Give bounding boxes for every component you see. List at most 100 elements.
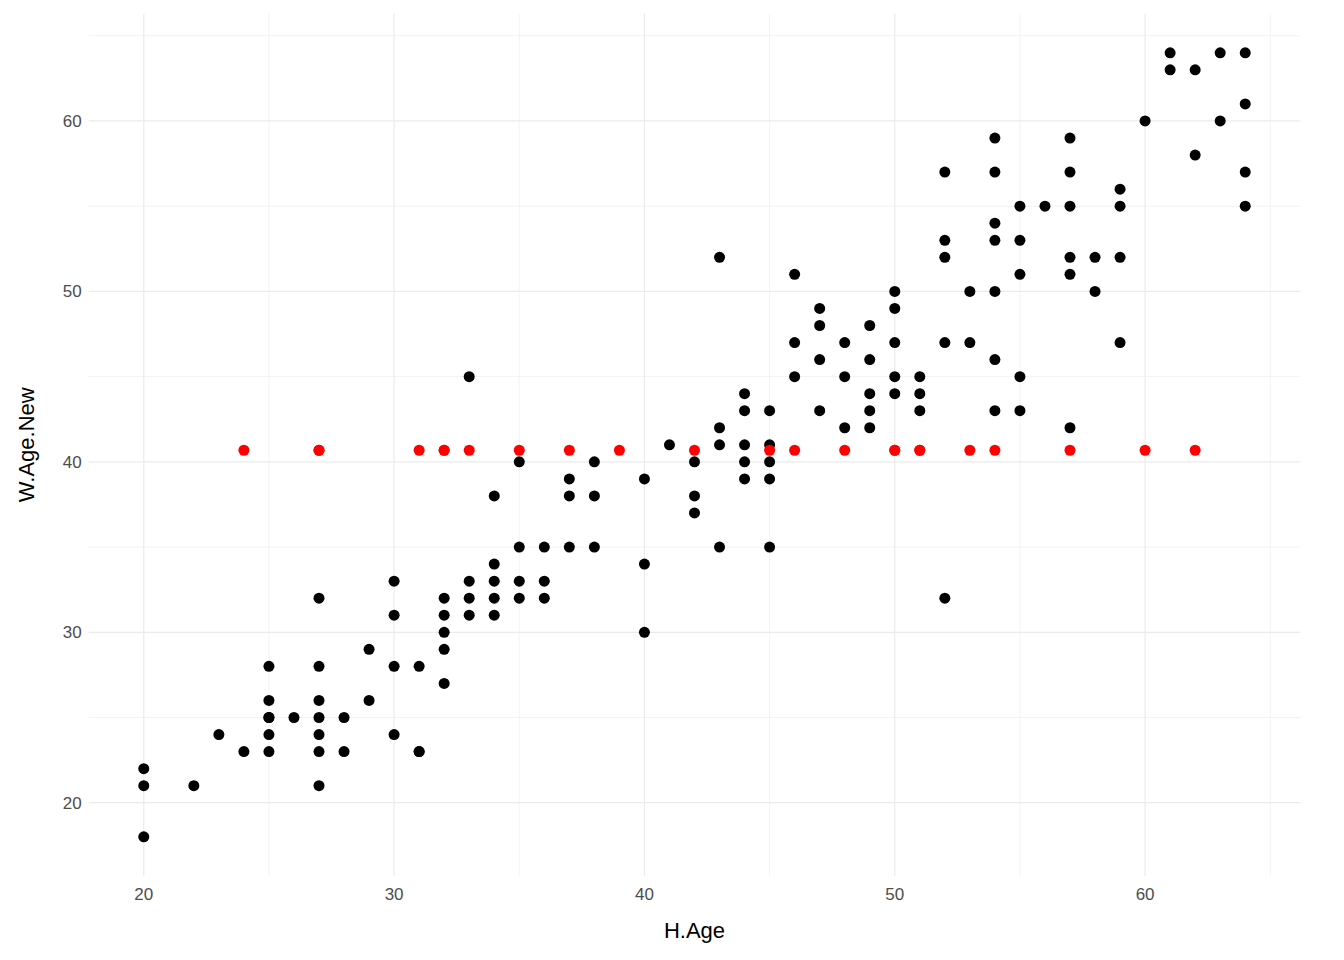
series	[238, 445, 1200, 456]
x-tick-label: 20	[134, 885, 153, 904]
point	[514, 445, 525, 456]
point	[764, 473, 775, 484]
point	[514, 456, 525, 467]
point	[489, 593, 500, 604]
point	[263, 712, 274, 723]
point	[364, 644, 375, 655]
point	[314, 746, 325, 757]
minor-grid	[89, 35, 1301, 36]
point	[889, 445, 900, 456]
point	[839, 337, 850, 348]
point	[764, 542, 775, 553]
point	[764, 445, 775, 456]
point	[339, 712, 350, 723]
point	[964, 337, 975, 348]
point	[939, 593, 950, 604]
grid-line	[89, 632, 1301, 633]
point	[1115, 184, 1126, 195]
point	[1140, 115, 1151, 126]
grid-line	[89, 802, 1301, 803]
point	[564, 542, 575, 553]
point	[439, 445, 450, 456]
point	[914, 388, 925, 399]
chart: 20304050602030405060H.AgeW.Age.New	[0, 0, 1344, 960]
point	[1240, 47, 1251, 58]
point	[414, 746, 425, 757]
point	[439, 678, 450, 689]
point	[889, 445, 900, 456]
point	[138, 831, 149, 842]
point	[914, 371, 925, 382]
point	[1064, 445, 1075, 456]
point	[314, 593, 325, 604]
y-tick-label: 20	[63, 794, 82, 813]
point	[789, 445, 800, 456]
point	[989, 167, 1000, 178]
point	[1115, 252, 1126, 263]
point	[314, 729, 325, 740]
point	[414, 746, 425, 757]
point	[1240, 167, 1251, 178]
point	[814, 303, 825, 314]
point	[314, 661, 325, 672]
point	[639, 559, 650, 570]
point	[439, 445, 450, 456]
point	[689, 490, 700, 501]
point	[439, 644, 450, 655]
point	[989, 405, 1000, 416]
point	[914, 405, 925, 416]
x-tick-label: 40	[635, 885, 654, 904]
point	[1014, 405, 1025, 416]
point	[489, 610, 500, 621]
point	[389, 576, 400, 587]
point	[1064, 133, 1075, 144]
y-tick-label: 40	[63, 453, 82, 472]
grid-line	[644, 14, 645, 876]
point	[1140, 445, 1151, 456]
point	[714, 542, 725, 553]
point	[1115, 201, 1126, 212]
point	[1014, 235, 1025, 246]
point	[739, 473, 750, 484]
point	[464, 610, 475, 621]
point	[639, 627, 650, 638]
x-tick-label: 60	[1136, 885, 1155, 904]
point	[1064, 269, 1075, 280]
point	[1190, 150, 1201, 161]
point	[1190, 445, 1201, 456]
minor-grid	[89, 376, 1301, 377]
point	[639, 473, 650, 484]
grid-line	[89, 120, 1301, 121]
point	[889, 337, 900, 348]
point	[1090, 286, 1101, 297]
point	[864, 405, 875, 416]
point	[364, 695, 375, 706]
grid	[89, 14, 1301, 876]
point	[1190, 64, 1201, 75]
point	[814, 320, 825, 331]
minor-grid	[1019, 14, 1020, 876]
point	[989, 235, 1000, 246]
point	[314, 712, 325, 723]
point	[564, 490, 575, 501]
minor-grid	[1270, 14, 1271, 876]
point	[1165, 64, 1176, 75]
point	[989, 445, 1000, 456]
point	[939, 337, 950, 348]
y-tick-label: 30	[63, 623, 82, 642]
point	[314, 445, 325, 456]
x-tick-label: 50	[885, 885, 904, 904]
point	[138, 780, 149, 791]
point	[714, 422, 725, 433]
point	[414, 445, 425, 456]
point	[489, 576, 500, 587]
point	[614, 445, 625, 456]
point	[939, 167, 950, 178]
point	[188, 780, 199, 791]
grid-line	[394, 14, 395, 876]
point	[739, 439, 750, 450]
point	[989, 133, 1000, 144]
point	[263, 746, 274, 757]
point	[689, 456, 700, 467]
point	[464, 445, 475, 456]
